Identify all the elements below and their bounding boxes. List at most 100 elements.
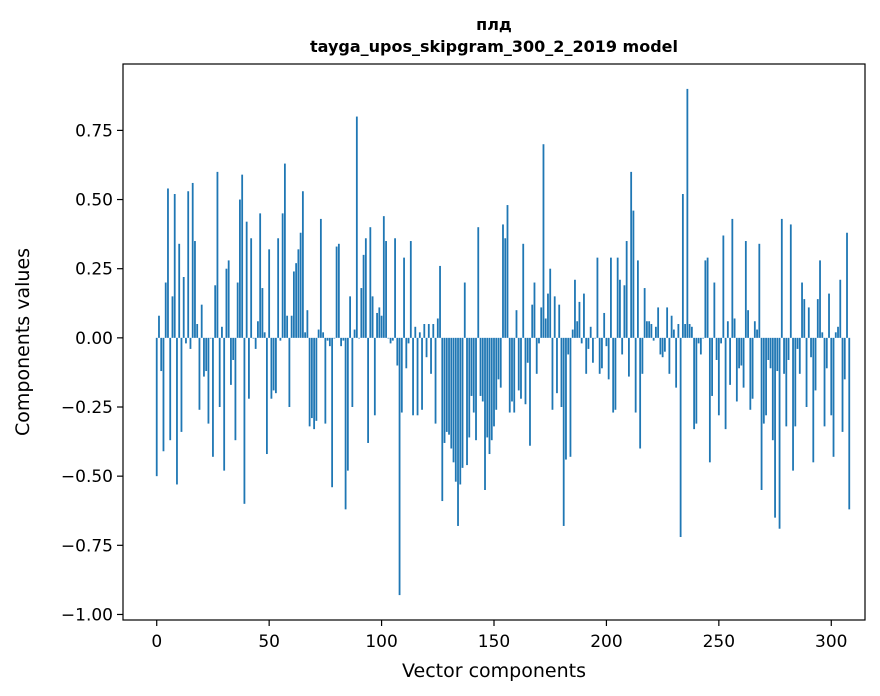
bar [344, 337, 347, 510]
bar [463, 282, 466, 338]
bar [708, 337, 711, 463]
bar [843, 337, 846, 380]
bar [171, 296, 174, 338]
bar [562, 337, 565, 526]
bar [789, 224, 792, 338]
bar [283, 163, 286, 338]
bar [733, 318, 736, 338]
bar [643, 288, 646, 338]
bar [646, 321, 648, 338]
bar [490, 337, 493, 441]
bar [436, 318, 439, 338]
bar [292, 271, 295, 338]
bar [445, 337, 448, 432]
bar [218, 337, 221, 407]
bar [650, 324, 653, 338]
bar [272, 337, 275, 391]
bar [621, 337, 624, 355]
bar [164, 282, 167, 338]
bar [517, 337, 520, 391]
bar [619, 279, 621, 338]
bar [385, 241, 387, 338]
bar [675, 337, 678, 388]
bar [427, 324, 430, 338]
x-tick-label: 0 [151, 632, 162, 652]
bar [176, 337, 178, 485]
bar [214, 285, 217, 338]
bar [641, 337, 644, 374]
bar [425, 337, 428, 358]
bar [380, 315, 383, 338]
bar [814, 337, 817, 391]
bar [659, 337, 662, 355]
bar [387, 337, 390, 339]
bar [634, 337, 637, 413]
bar [301, 191, 304, 338]
bar [398, 337, 401, 596]
bar [632, 210, 635, 338]
bar [308, 337, 311, 427]
bar [549, 268, 552, 338]
bar [796, 337, 799, 349]
bar [805, 337, 808, 407]
bar [412, 337, 414, 416]
bar [358, 337, 360, 339]
bar [623, 285, 626, 338]
bar [196, 324, 199, 338]
bar [484, 337, 486, 490]
bar [637, 260, 639, 338]
bar [762, 337, 765, 424]
bar [706, 257, 709, 338]
bar [531, 304, 534, 338]
bar [191, 182, 194, 338]
bar [742, 337, 745, 388]
bar [544, 318, 547, 338]
bar [205, 337, 208, 372]
bar [178, 243, 181, 338]
bar [529, 337, 531, 446]
bar [257, 321, 259, 338]
bar [807, 307, 810, 338]
bar [756, 329, 758, 338]
bar [594, 337, 597, 339]
plot-frame [122, 63, 866, 621]
bar [297, 249, 300, 338]
x-axis-ticks: 0 50 100 150 200 250 300 [151, 620, 847, 652]
bar [567, 337, 570, 355]
bar [542, 144, 545, 338]
bar [223, 337, 226, 471]
bar [612, 337, 615, 413]
bar [313, 337, 316, 430]
bar [758, 243, 761, 338]
bar [693, 337, 696, 430]
bar [281, 213, 284, 338]
bar [540, 307, 543, 338]
bar [319, 218, 322, 338]
bar [310, 337, 313, 419]
bar [169, 337, 172, 441]
bar [452, 337, 455, 463]
bar [448, 337, 450, 435]
bar [495, 337, 498, 410]
bar [787, 337, 790, 360]
bar [846, 232, 848, 338]
bar [277, 238, 280, 338]
bar [792, 337, 794, 471]
bar [522, 243, 525, 338]
bar [778, 337, 781, 529]
bar [160, 337, 163, 372]
bar [268, 249, 271, 338]
bar [670, 315, 673, 338]
bar [565, 337, 567, 460]
y-tick-label: −0.25 [61, 398, 113, 418]
bar [585, 337, 588, 374]
bar [418, 332, 421, 338]
bar [780, 218, 783, 338]
bar [596, 257, 599, 338]
bar [317, 329, 320, 338]
bar [823, 337, 826, 427]
bar [335, 246, 338, 338]
bar [203, 337, 205, 377]
bar [254, 337, 257, 349]
bar [461, 337, 464, 468]
